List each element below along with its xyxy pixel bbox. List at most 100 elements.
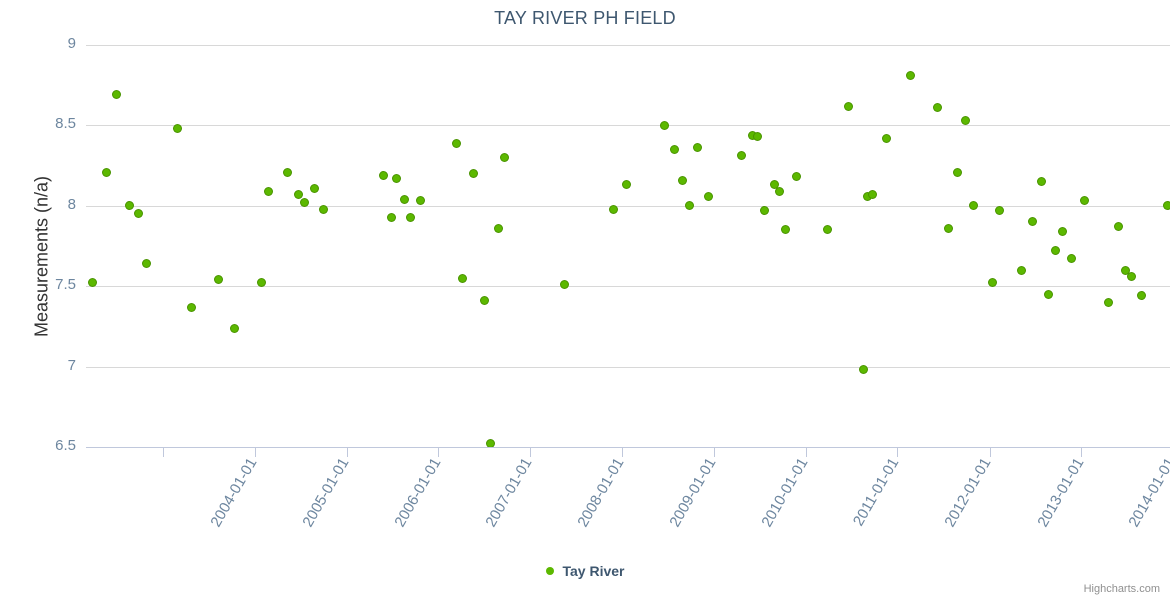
data-point[interactable] [1121, 266, 1129, 274]
data-point[interactable] [969, 202, 977, 210]
x-axis-tick [897, 448, 899, 457]
legend-marker-icon [545, 567, 554, 576]
data-point[interactable] [1045, 290, 1053, 298]
data-point[interactable] [737, 152, 745, 160]
data-point[interactable] [459, 274, 467, 282]
data-point[interactable] [102, 168, 110, 176]
legend-item-label: Tay River [562, 563, 625, 580]
data-point[interactable] [1059, 228, 1067, 236]
y-axis-label: 8.5 [55, 115, 76, 133]
data-point[interactable] [610, 205, 618, 213]
data-point[interactable] [487, 440, 495, 448]
x-axis-line [86, 447, 1170, 448]
data-point[interactable] [623, 181, 631, 189]
data-point[interactable] [387, 213, 395, 221]
y-axis-label: 9 [67, 35, 76, 52]
data-point[interactable] [823, 226, 831, 234]
data-point[interactable] [953, 168, 961, 176]
chart-title: TAY RIVER PH FIELD [494, 8, 676, 28]
data-point[interactable] [310, 184, 318, 192]
plot-area [86, 45, 1170, 448]
data-point[interactable] [142, 260, 150, 268]
data-point[interactable] [671, 146, 678, 154]
data-point[interactable] [694, 144, 702, 152]
gridline-8 [86, 205, 1170, 207]
data-point[interactable] [1137, 292, 1145, 300]
data-point[interactable] [126, 202, 134, 210]
gridline-7.5 [86, 286, 1170, 288]
data-point[interactable] [770, 181, 778, 189]
data-point[interactable] [678, 176, 686, 184]
data-point[interactable] [188, 303, 196, 311]
data-point[interactable] [88, 279, 96, 287]
x-axis-tick [254, 448, 256, 457]
data-point[interactable] [1128, 273, 1136, 281]
data-point[interactable] [561, 281, 569, 289]
legend-item-tay-river[interactable]: Tay River [545, 562, 625, 580]
x-axis-tick [989, 448, 991, 457]
data-point[interactable] [134, 210, 142, 218]
data-point[interactable] [453, 139, 461, 147]
data-point[interactable] [1067, 255, 1075, 263]
x-axis-tick [805, 448, 807, 457]
data-point[interactable] [1114, 223, 1122, 231]
data-point[interactable] [494, 224, 502, 232]
data-point[interactable] [400, 195, 408, 203]
gridline-7 [86, 366, 1170, 368]
data-point[interactable] [869, 191, 877, 199]
data-point[interactable] [996, 207, 1004, 215]
data-point[interactable] [174, 125, 181, 133]
data-point[interactable] [215, 276, 223, 284]
highcharts-credits-link[interactable]: Highcharts.com [1083, 583, 1160, 595]
data-point[interactable] [962, 117, 970, 125]
data-point[interactable] [283, 168, 291, 176]
data-point[interactable] [760, 207, 768, 215]
data-point[interactable] [864, 192, 872, 200]
x-axis-tick [346, 448, 348, 457]
data-point[interactable] [934, 104, 942, 112]
data-point[interactable] [301, 199, 309, 207]
data-point[interactable] [749, 131, 757, 139]
data-point[interactable] [844, 102, 852, 110]
data-point[interactable] [257, 279, 265, 287]
data-point[interactable] [1028, 218, 1036, 226]
data-point[interactable] [775, 187, 783, 195]
data-point[interactable] [113, 91, 121, 99]
data-point[interactable] [416, 197, 424, 205]
data-point[interactable] [295, 191, 303, 199]
data-point[interactable] [231, 324, 239, 332]
data-point[interactable] [859, 366, 867, 374]
data-point[interactable] [406, 213, 414, 221]
data-point[interactable] [944, 224, 952, 232]
data-point[interactable] [906, 72, 914, 80]
data-point[interactable] [393, 174, 401, 182]
y-axis-label: 6.5 [55, 437, 76, 454]
data-point[interactable] [1018, 266, 1026, 274]
data-point[interactable] [1104, 298, 1112, 306]
data-point[interactable] [883, 134, 891, 142]
data-point[interactable] [469, 170, 477, 178]
x-axis-tick [622, 448, 624, 457]
data-point[interactable] [704, 192, 712, 200]
x-axis-tick [530, 448, 532, 457]
data-point[interactable] [481, 297, 489, 305]
data-point[interactable] [792, 173, 800, 181]
data-point[interactable] [500, 154, 508, 162]
data-point[interactable] [264, 187, 272, 195]
data-point[interactable] [686, 202, 694, 210]
y-axis-label: 7.5 [55, 276, 76, 294]
data-point[interactable] [753, 133, 761, 141]
data-point[interactable] [988, 279, 996, 287]
data-point[interactable] [1081, 197, 1089, 205]
data-point[interactable] [1038, 178, 1046, 186]
data-point[interactable] [1163, 202, 1170, 210]
data-point[interactable] [781, 226, 789, 234]
data-point[interactable] [1051, 247, 1059, 255]
gridline-9 [86, 45, 1170, 46]
data-point[interactable] [660, 121, 668, 129]
data-point[interactable] [320, 205, 328, 213]
x-axis-tick [1081, 448, 1083, 457]
data-point[interactable] [380, 171, 388, 179]
